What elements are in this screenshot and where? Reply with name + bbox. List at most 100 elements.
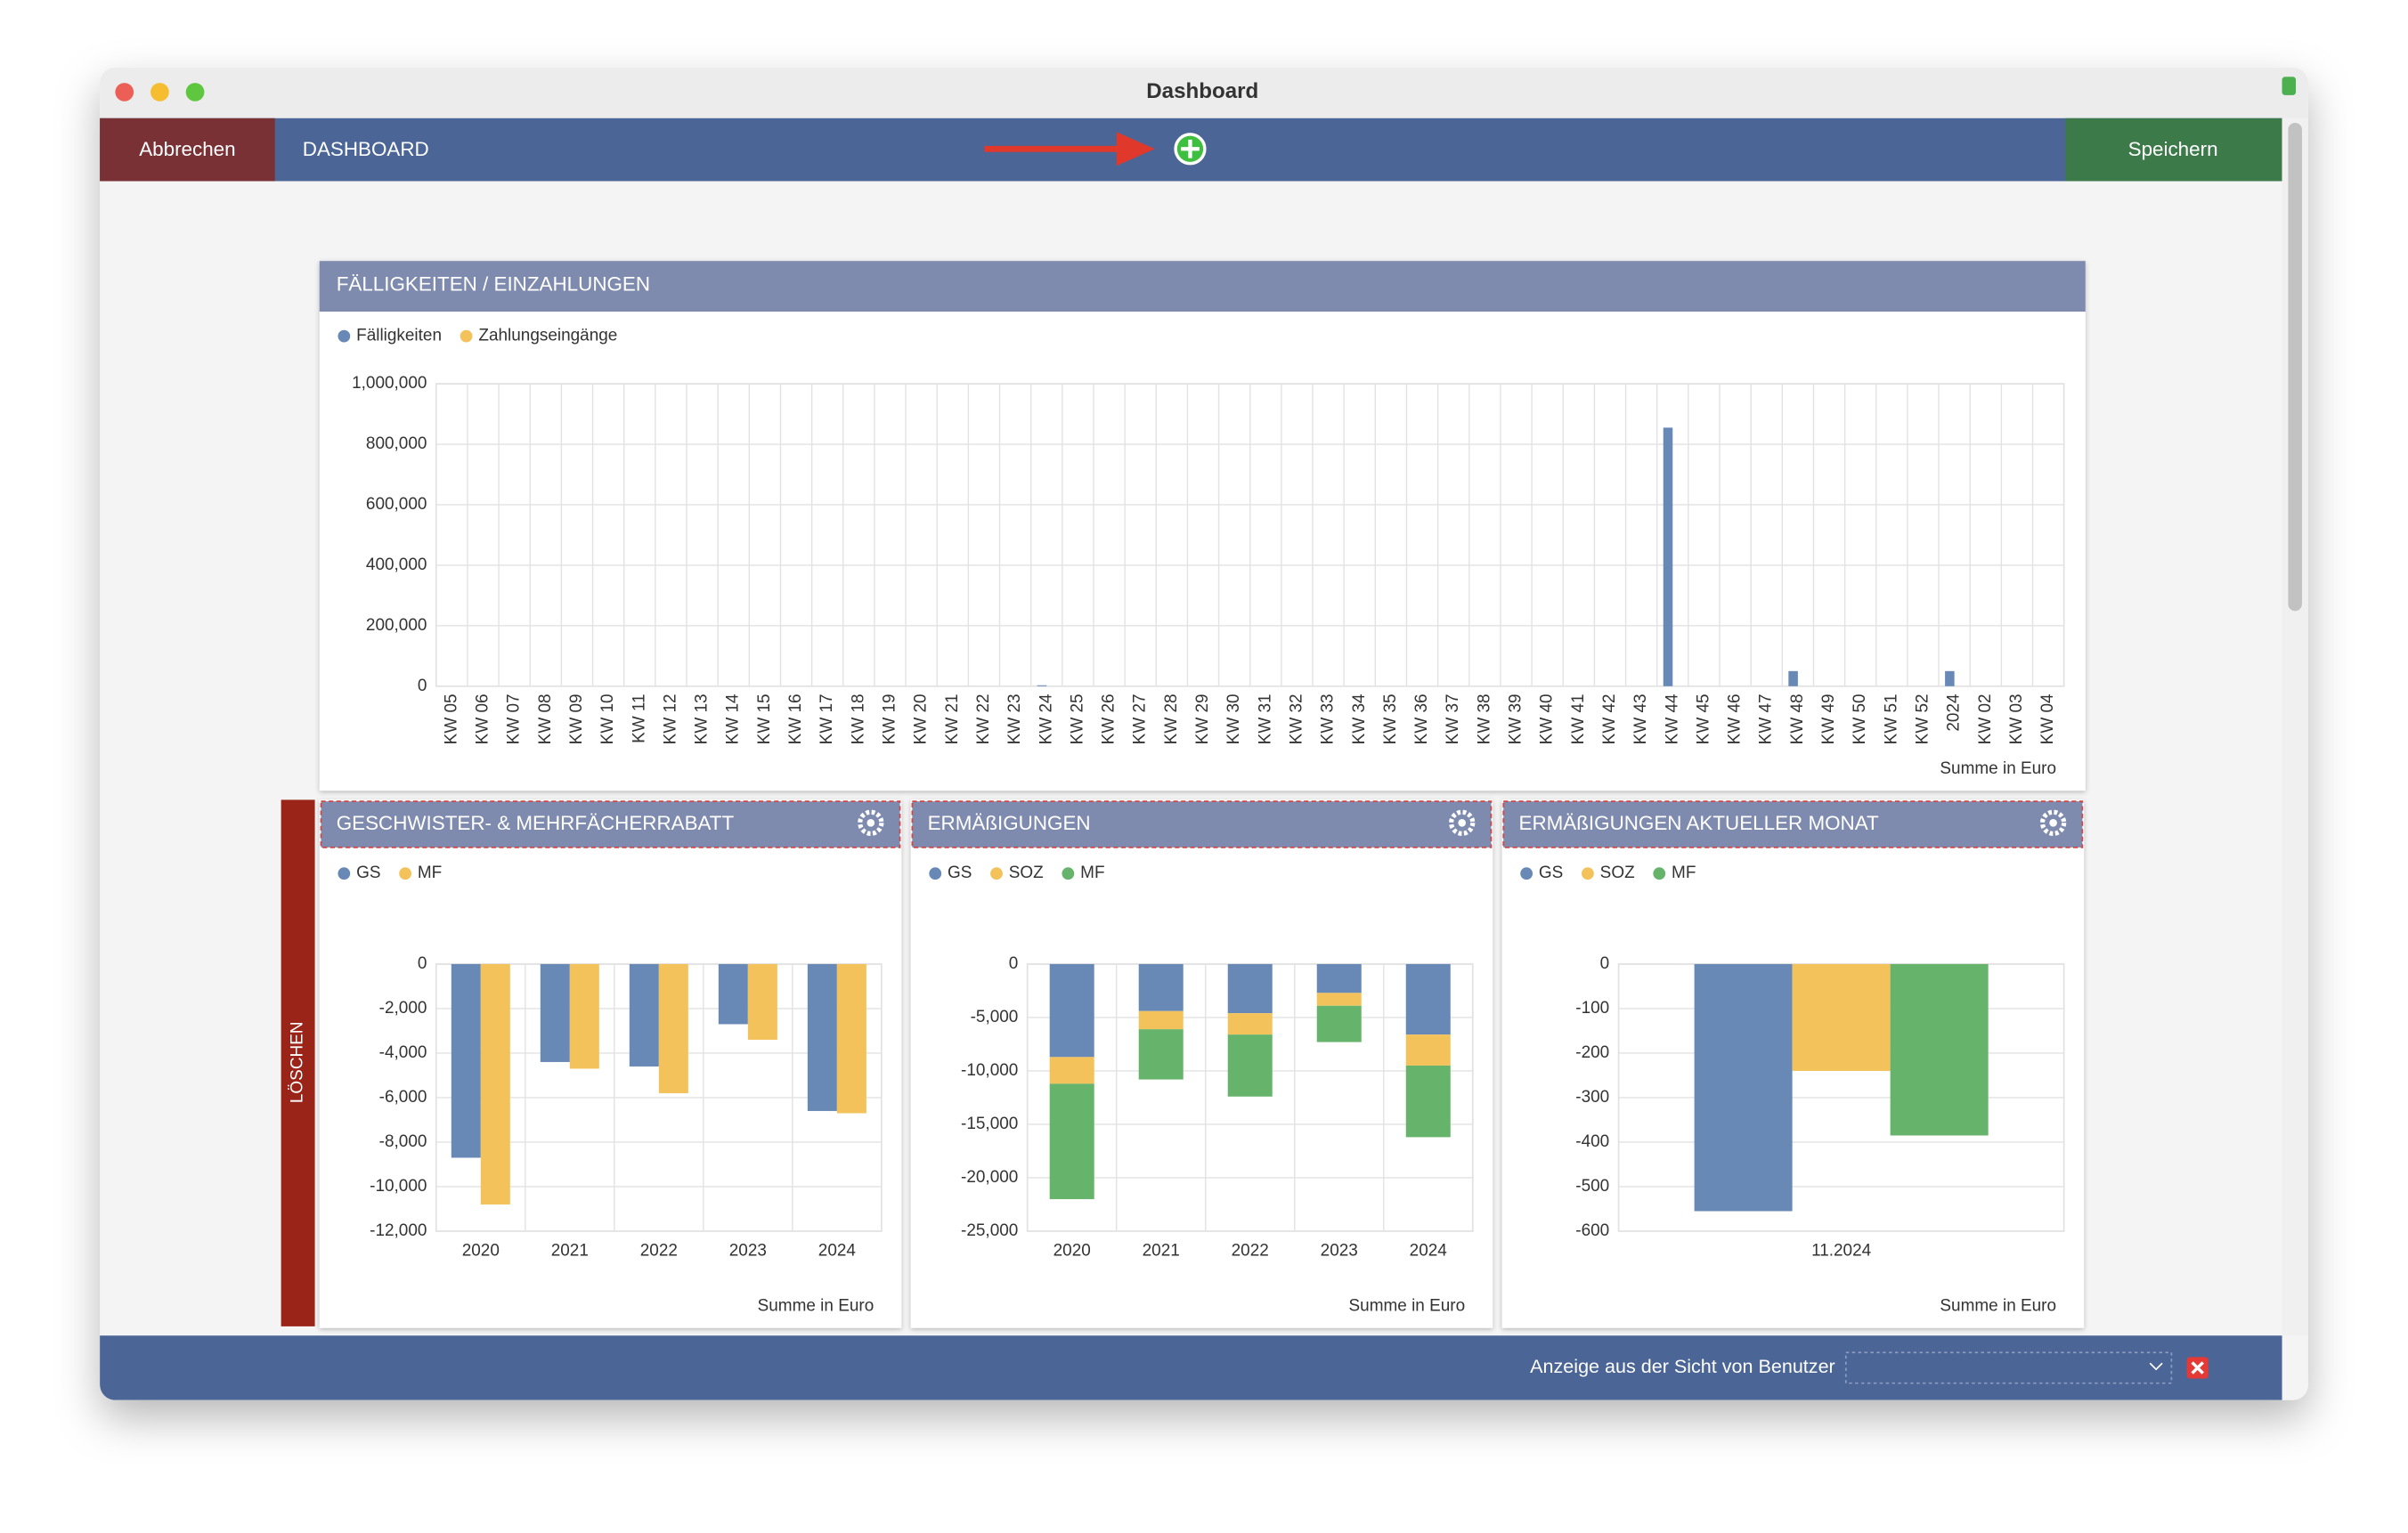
x-tick-label: KW 13 (693, 694, 712, 744)
panel-header (1502, 800, 2084, 848)
gear (1449, 809, 1476, 836)
settings-icon[interactable] (858, 809, 884, 836)
x-tick-label: KW 33 (1319, 694, 1338, 744)
gear (2039, 809, 2067, 836)
user-dropdown[interactable] (1844, 1351, 2173, 1384)
bar (1316, 1005, 1362, 1042)
save-label[interactable]: Speichern (2128, 138, 2218, 160)
arrow-head (1116, 132, 1155, 166)
panel-title: ERMÄßIGUNGEN AKTUELLER MONAT (1519, 812, 1880, 834)
x-tick-label: KW 24 (1037, 694, 1055, 744)
panel (319, 799, 902, 1328)
bar (807, 963, 837, 1111)
bar (1792, 963, 1891, 1071)
x-tick-label: KW 39 (1507, 694, 1525, 744)
clear-icon (2191, 1361, 2204, 1375)
close-button[interactable] (115, 83, 134, 101)
x-tick-label: KW 41 (1569, 694, 1588, 744)
y-tick-label: 800,000 (366, 434, 427, 453)
x-tick-label: KW 36 (1412, 694, 1431, 744)
bar (629, 963, 659, 1067)
delete-button[interactable] (281, 799, 315, 1326)
x-tick-label: KW 40 (1538, 694, 1557, 744)
legend-swatch (399, 867, 412, 880)
gear-hub (1458, 818, 1467, 827)
y-tick-label: 1,000,000 (352, 374, 427, 393)
bar (1138, 1029, 1184, 1080)
y-tick-label: -5,000 (971, 1008, 1019, 1026)
bar (1663, 427, 1673, 686)
bar (836, 963, 866, 1114)
y-tick-label: -8,000 (379, 1132, 427, 1151)
panel (910, 799, 1493, 1328)
x-axis-label: Summe in Euro (1940, 759, 2056, 778)
x-tick-label: KW 38 (1475, 694, 1493, 744)
x-tick-label: KW 43 (1631, 694, 1650, 744)
legend-label: MF (1080, 864, 1104, 882)
legend-label: GS (1539, 864, 1563, 882)
y-tick-label: -12,000 (370, 1221, 427, 1240)
scroll-thumb[interactable] (2288, 122, 2302, 612)
y-tick-label: -300 (1575, 1088, 1609, 1107)
x-tick-label: KW 12 (661, 694, 679, 744)
panel-title: GESCHWISTER- & MEHRFÄCHERRABATT (337, 812, 735, 834)
x-tick-label: KW 27 (1131, 694, 1150, 744)
bar (658, 963, 688, 1093)
minimize-button[interactable] (150, 83, 169, 101)
x-tick-label: KW 04 (2038, 694, 2057, 744)
settings-icon[interactable] (2039, 809, 2067, 836)
legend-swatch (338, 867, 351, 880)
y-tick-label: -400 (1575, 1132, 1609, 1151)
bar (1049, 1083, 1094, 1199)
y-tick-label: 0 (418, 677, 427, 695)
legend-label: SOZ (1009, 864, 1044, 882)
x-tick-label: KW 32 (1287, 694, 1306, 744)
x-tick-label: KW 10 (598, 694, 617, 744)
bar (1049, 963, 1094, 1058)
x-tick-label: KW 25 (1068, 694, 1086, 744)
zoom-button[interactable] (185, 83, 205, 101)
y-tick-label: 200,000 (366, 616, 427, 635)
panel-header (911, 800, 1493, 848)
x-tick-label: KW 44 (1663, 694, 1681, 744)
x-tick-label: KW 03 (2007, 694, 2026, 744)
bar (569, 963, 599, 1069)
legend-label: GS (356, 864, 380, 882)
x-tick-label: KW 42 (1600, 694, 1619, 744)
cancel-label[interactable]: Abbrechen (139, 138, 235, 160)
delete-label[interactable]: LÖSCHEN (289, 1021, 307, 1103)
legend-swatch (338, 329, 351, 343)
legend-label: SOZ (1600, 864, 1635, 882)
x-tick-label: 2021 (1143, 1241, 1180, 1260)
x-tick-label: 2020 (1054, 1241, 1091, 1260)
x-axis-label: Summe in Euro (1940, 1296, 2056, 1315)
x-tick-label: 2023 (729, 1241, 767, 1260)
bar (1037, 685, 1047, 686)
y-tick-label: -10,000 (370, 1177, 427, 1196)
cancel-button[interactable] (100, 118, 275, 182)
x-tick-label: KW 22 (974, 694, 993, 744)
bar (1945, 670, 1955, 686)
legend-label: MF (418, 864, 442, 882)
x-tick-label: KW 30 (1224, 694, 1243, 744)
legend-label: MF (1672, 864, 1696, 882)
panel-title: ERMÄßIGUNGEN (928, 812, 1091, 834)
x-tick-label: KW 19 (881, 694, 899, 744)
gear (858, 809, 884, 836)
x-tick-label: KW 16 (786, 694, 805, 744)
legend-swatch (1062, 867, 1075, 880)
bar (1227, 1013, 1273, 1035)
y-tick-label: -10,000 (961, 1061, 1018, 1080)
lower-panels: GESCHWISTER- & MEHRFÄCHERRABATT ERMÄßIGUN… (319, 799, 2085, 1328)
x-tick-label: KW 49 (1819, 694, 1838, 744)
bar (1316, 993, 1362, 1006)
bar (1405, 963, 1451, 1035)
y-tick-label: -20,000 (961, 1168, 1018, 1187)
save-button[interactable] (2065, 118, 2282, 182)
bar (1405, 1034, 1451, 1066)
settings-icon[interactable] (1449, 809, 1476, 836)
legend-swatch (460, 329, 473, 343)
bar (1694, 963, 1793, 1212)
y-tick-label: -15,000 (961, 1115, 1018, 1133)
x-tick-label: KW 02 (1976, 694, 1995, 744)
